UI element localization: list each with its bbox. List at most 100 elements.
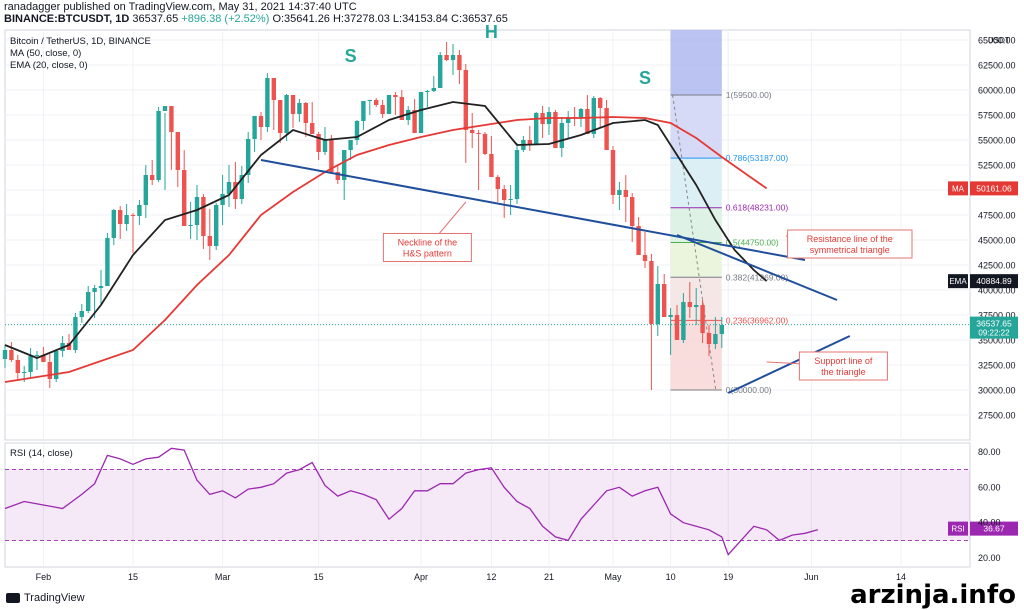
rsi-tag: RSI [951, 525, 964, 534]
candle-body [450, 55, 456, 60]
time-tick-label: 19 [723, 572, 733, 582]
candle-body [143, 175, 148, 205]
candle-body [463, 70, 468, 130]
candle-body [514, 150, 520, 199]
candle-body [559, 123, 564, 148]
fib-zone [670, 158, 722, 208]
candle-body [406, 110, 411, 120]
symbol-line: BINANCE:BTCUSDT, 1D 36537.65 +896.38 (+2… [4, 13, 508, 25]
candle-body [655, 284, 660, 324]
time-tick-label: 15 [314, 572, 324, 582]
price-tick-label: 40000.00 [978, 286, 1016, 296]
candle-body [226, 182, 232, 194]
candle-body [649, 261, 654, 324]
annotation-box [382, 233, 472, 262]
last-price-value: 36537.65 [976, 319, 1012, 329]
rsi-tag-bg [948, 521, 968, 536]
annotation-text: Support line of [814, 356, 873, 366]
candle-body [681, 302, 686, 340]
candle-body [47, 362, 52, 379]
candle-body [502, 189, 507, 200]
ema-value-bg [970, 274, 1018, 289]
candle-body [470, 130, 475, 133]
candle-body [348, 140, 353, 150]
candles [2, 42, 724, 390]
candle-body [73, 317, 78, 350]
symbol: BINANCE:BTCUSDT, 1D [4, 13, 130, 25]
candle-body [508, 199, 513, 200]
legend-ma: MA (50, close, 0) [10, 48, 81, 59]
candle-body [271, 78, 276, 100]
candle-body [335, 172, 340, 180]
rsi-pane-frame [4, 442, 971, 568]
candle-body [438, 55, 443, 88]
price-tick-label: 60000.00 [978, 86, 1016, 96]
trendlines [260, 159, 851, 394]
candle-body [201, 197, 206, 236]
time-tick-label: 21 [544, 572, 554, 582]
candle-body [598, 98, 603, 108]
candle-body [169, 106, 174, 132]
rsi-tick-label: 40.00 [978, 518, 1001, 528]
candle-body [642, 255, 648, 261]
candle-body [316, 134, 321, 152]
ohlc: O:35641.26 H:37278.03 L:34153.84 C:36537… [272, 13, 508, 25]
annotation-text: the triangle [821, 367, 866, 377]
price-tick-label: 52500.00 [978, 161, 1016, 171]
candle-body [111, 210, 116, 238]
rsi-value-bg [970, 521, 1018, 536]
candle-body [585, 109, 590, 134]
price-tick-label: 57500.00 [978, 111, 1016, 121]
footer-brand: TradingView [24, 592, 85, 604]
time-tick-label: 14 [896, 572, 906, 582]
candle-body [98, 286, 104, 288]
candle-body [706, 333, 712, 344]
legend-ema: EMA (20, close, 0) [10, 60, 88, 71]
candle-body [527, 140, 532, 144]
candle-body [662, 284, 667, 317]
candle-body [265, 78, 270, 127]
candle-body [310, 123, 315, 134]
candle-body [342, 150, 347, 180]
ma50-line [4, 116, 768, 383]
candle-body [630, 197, 635, 226]
candle-body [476, 133, 481, 134]
price-tick-label: 42500.00 [978, 261, 1016, 271]
candle-body [22, 372, 27, 373]
candle-body [386, 95, 392, 114]
last-price-bg [970, 316, 1018, 339]
price-tick-label: 27500.00 [978, 411, 1016, 421]
header: ranadagger published on TradingView.com,… [0, 0, 1024, 26]
candle-body [2, 350, 8, 359]
candle-body [86, 292, 91, 311]
candle-body [182, 170, 187, 226]
price-axis-unit: USDT [988, 36, 1010, 45]
pattern-labels: S H S [345, 22, 651, 88]
ema-tag-bg [948, 274, 968, 289]
rsi-tick-label: 20.00 [978, 553, 1001, 563]
candle-body [393, 95, 398, 97]
price-tick-label: 55000.00 [978, 136, 1016, 146]
rsi-line [4, 447, 818, 556]
candle-body [79, 311, 84, 317]
candle-body [354, 121, 360, 140]
candle-body [214, 205, 219, 246]
legend-rsi: RSI (14, close) [10, 448, 73, 459]
candle-body [482, 134, 488, 154]
candle-body [719, 325, 724, 334]
candle-body [258, 116, 264, 127]
ema20-line [4, 101, 768, 359]
candle-body [322, 140, 328, 152]
candle-body [303, 103, 308, 123]
fib-level-label: 0.786(53187.00) [726, 153, 789, 163]
trendline-neckline [260, 159, 806, 261]
footer: TradingView [6, 592, 85, 604]
price-tick-label: 32500.00 [978, 361, 1016, 371]
annotation-text: H&S pattern [403, 249, 452, 259]
time-tick-label: 12 [486, 572, 496, 582]
candle-body [105, 238, 110, 286]
fib-level-label: 0(30000.00) [726, 385, 772, 395]
